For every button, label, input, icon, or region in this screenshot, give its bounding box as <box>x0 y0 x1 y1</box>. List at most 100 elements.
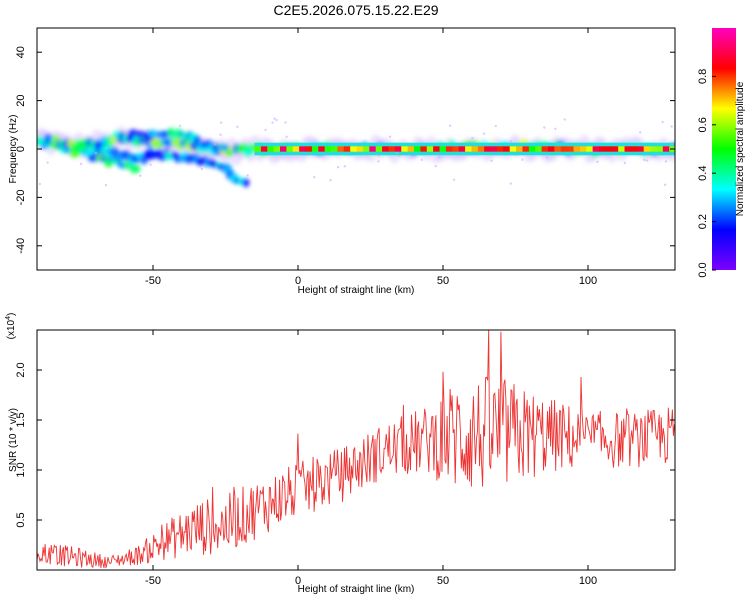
strong-band-cell <box>420 146 428 152</box>
strong-band-cell <box>407 146 415 152</box>
spectral-speck <box>509 182 512 185</box>
snr-scale-label: (x104) <box>5 313 17 340</box>
spectral-speck <box>146 128 149 132</box>
strong-band-cell <box>522 146 530 152</box>
spectral-speck <box>178 124 182 128</box>
spectrogram-xlabel: Height of straight line (km) <box>298 285 415 296</box>
strong-band-cell <box>586 146 594 152</box>
strong-band-cell <box>554 146 562 152</box>
spectral-speck <box>264 128 267 132</box>
spectrogram-heatmap <box>37 117 675 188</box>
strong-band-cell <box>375 146 383 152</box>
strong-band-cell <box>516 146 524 152</box>
spectrogram-ytick-label: -20 <box>15 189 27 205</box>
strong-band-cell <box>547 146 555 152</box>
strong-band-cell <box>292 146 300 152</box>
strong-band-cell <box>369 146 377 152</box>
spectrogram-xtick-label: 0 <box>295 275 301 287</box>
strong-band-cell <box>592 146 600 152</box>
spectral-speck <box>638 131 642 134</box>
strong-band-cell <box>394 146 402 152</box>
spectral-speck <box>213 143 217 146</box>
spectral-speck <box>246 174 249 177</box>
spectral-speck <box>420 158 423 162</box>
strong-band-cell <box>260 146 268 152</box>
spectral-speck <box>670 142 673 146</box>
colorbar-tick-label: 0.8 <box>697 69 709 84</box>
strong-band-cell <box>350 146 358 152</box>
spectral-speck <box>643 158 646 162</box>
spectral-speck <box>149 163 152 166</box>
spectral-speck <box>313 176 316 179</box>
strong-band-cell <box>477 146 485 152</box>
snr-xtick-label: 100 <box>579 575 597 587</box>
strong-band-cell <box>465 146 472 152</box>
strong-band-cell <box>273 146 281 152</box>
snr-ticks: -50 0 50 100 0.5 1.0 1.5 2.0 <box>15 330 675 587</box>
spectral-speck <box>490 159 493 162</box>
strong-band-cell <box>311 146 319 152</box>
strong-band-cell <box>286 146 294 152</box>
strong-band-cell <box>656 146 664 152</box>
strong-band-cell <box>535 146 543 152</box>
strong-band-cell <box>382 146 390 152</box>
strong-band-cell <box>503 146 511 152</box>
spectral-speck <box>395 151 398 155</box>
spectral-speck <box>105 147 108 150</box>
snr-ytick-label: 1.5 <box>15 412 27 427</box>
strong-band-cell <box>254 146 262 152</box>
spectrogram-panel: -50 0 50 100 -40 -20 0 20 40 Height of straight … <box>8 27 676 296</box>
snr-ytick-label: 0.5 <box>15 512 27 527</box>
spectral-speck <box>236 125 239 128</box>
strong-band-cell <box>611 146 619 152</box>
snr-xtick-label: 0 <box>295 575 301 587</box>
strong-band-cell <box>362 146 370 152</box>
spectral-speck <box>670 125 673 128</box>
strong-band-cell <box>388 146 396 152</box>
strong-band-cell <box>567 146 575 152</box>
spectrogram-ticks: -50 0 50 100 -40 -20 0 20 40 <box>15 28 675 287</box>
spectrogram-ytick-label: 20 <box>15 94 27 106</box>
strong-band-cell <box>637 146 645 152</box>
spectral-speck <box>398 154 401 158</box>
spectral-speck <box>661 120 664 124</box>
spectral-speck <box>329 179 332 182</box>
spectral-speck <box>563 118 566 121</box>
snr-ytick-label: 1.0 <box>15 462 27 477</box>
spectral-speck <box>168 151 172 155</box>
strong-band-cell <box>445 146 453 152</box>
spectral-speck <box>471 136 474 140</box>
snr-ytick-label: 2.0 <box>15 362 27 377</box>
snr-series-line <box>37 330 675 569</box>
strong-band-cell <box>401 146 409 152</box>
spectral-speck <box>623 161 627 165</box>
strong-band-cell <box>471 146 479 152</box>
strong-band <box>254 142 675 156</box>
spectral-speck <box>94 151 98 155</box>
strong-band-cell <box>650 146 658 152</box>
colorbar-ticks: 0.0 0.2 0.4 0.6 0.8 <box>697 69 716 278</box>
strong-band-cell <box>356 146 364 152</box>
colorbar-bar <box>712 28 736 270</box>
spectral-speck <box>663 183 667 187</box>
spectrogram-ytick-label: 0 <box>15 146 27 152</box>
spectral-speck <box>284 121 287 124</box>
snr-frame <box>36 329 676 571</box>
strong-band-cell <box>560 146 568 152</box>
strong-band-cell <box>643 146 651 152</box>
spectrogram-xtick-label: 50 <box>437 275 449 287</box>
spectral-speck <box>104 183 108 187</box>
strong-band-cell <box>305 146 313 152</box>
spectral-speck <box>336 166 340 169</box>
strong-band-cell <box>528 146 536 152</box>
spectral-speck <box>46 161 49 164</box>
strong-band-cell <box>267 146 275 152</box>
spectral-speck <box>482 132 486 135</box>
snr-xlabel: Height of straight line (km) <box>298 584 415 595</box>
spectral-speck <box>139 174 142 178</box>
strong-band-cell <box>324 146 332 152</box>
spectral-blob <box>217 143 230 152</box>
strong-band-cell <box>458 146 466 152</box>
spectral-speck <box>554 127 557 131</box>
